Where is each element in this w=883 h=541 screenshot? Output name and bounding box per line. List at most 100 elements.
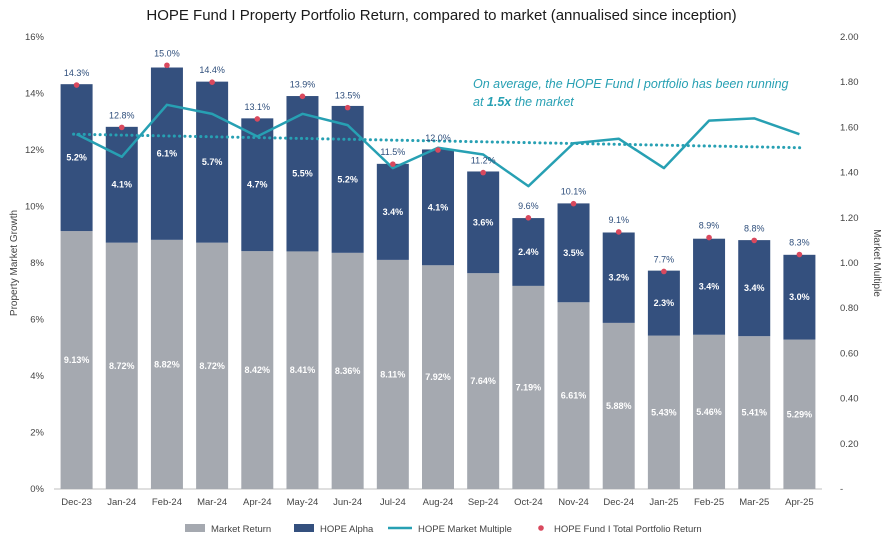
bar-hope-alpha xyxy=(241,118,274,252)
total-return-marker xyxy=(344,104,351,111)
annotation-text: at xyxy=(473,95,487,109)
annotation-line-2: at 1.5x the market xyxy=(473,95,574,109)
total-return-label: 12.0% xyxy=(425,133,451,143)
total-return-label: 8.3% xyxy=(789,238,810,248)
x-tick-label: Jul-24 xyxy=(380,497,406,508)
total-return-marker xyxy=(661,268,667,275)
legend-label: HOPE Market Multiple xyxy=(418,524,512,535)
bar-hope-alpha xyxy=(647,270,680,336)
total-return-marker xyxy=(164,62,170,69)
x-tick-label: Dec-23 xyxy=(61,497,92,508)
bar-market-return xyxy=(602,322,635,489)
y2-tick-label: 0.60 xyxy=(840,348,859,359)
total-return-label: 8.8% xyxy=(744,223,765,233)
total-return-label: 8.9% xyxy=(699,221,720,231)
x-tick-label: Feb-25 xyxy=(694,497,724,508)
total-return-label: 13.5% xyxy=(335,91,361,101)
total-return-marker xyxy=(525,215,532,221)
annotation-line-1: On average, the HOPE Fund I portfolio ha… xyxy=(473,77,789,91)
bar-hope-alpha xyxy=(602,232,635,323)
hope-alpha-label: 5.2% xyxy=(66,153,87,163)
bar-market-return xyxy=(331,252,364,489)
x-tick-label: Mar-25 xyxy=(739,497,769,508)
market-return-label: 7.64% xyxy=(470,376,496,386)
y2-tick-label: 2.00 xyxy=(840,32,859,43)
legend-swatch-hope-alpha xyxy=(294,524,314,532)
y-tick-label: 4% xyxy=(30,371,44,382)
x-tick-label: Apr-24 xyxy=(243,497,272,508)
hope-alpha-label: 3.4% xyxy=(699,282,720,292)
x-tick-label: Nov-24 xyxy=(558,497,589,508)
bar-market-return xyxy=(60,231,93,489)
bar-market-return xyxy=(557,302,590,489)
total-return-label: 10.1% xyxy=(561,187,587,197)
bar-hope-alpha xyxy=(286,96,319,252)
total-return-label: 11.5% xyxy=(380,147,405,157)
y-tick-label: 2% xyxy=(30,428,44,439)
y2-tick-label: - xyxy=(840,484,843,495)
annotation-multiple: 1.5x xyxy=(487,95,512,109)
x-tick-label: Jan-24 xyxy=(107,497,136,508)
legend-swatch-market-return xyxy=(185,524,205,532)
x-tick-label: Feb-24 xyxy=(152,497,182,508)
market-return-label: 5.41% xyxy=(741,408,767,418)
x-tick-label: Jan-25 xyxy=(649,497,678,508)
hope-alpha-label: 4.7% xyxy=(247,180,268,190)
hope-alpha-label: 3.4% xyxy=(383,207,404,217)
market-return-label: 8.82% xyxy=(154,359,180,369)
total-return-label: 9.6% xyxy=(518,201,539,211)
bar-market-return xyxy=(150,239,183,489)
hope-alpha-label: 4.1% xyxy=(428,202,449,212)
y2-tick-label: 1.40 xyxy=(840,168,859,179)
hope-alpha-label: 3.4% xyxy=(744,283,765,293)
total-return-label: 14.3% xyxy=(64,68,90,78)
hope-alpha-label: 2.3% xyxy=(654,298,675,308)
bar-market-return xyxy=(693,334,726,489)
total-return-label: 12.8% xyxy=(109,110,135,120)
legend-label: Market Return xyxy=(211,524,271,535)
chart-title: HOPE Fund I Property Portfolio Return, c… xyxy=(146,7,737,24)
y2-tick-label: 0.40 xyxy=(840,394,859,405)
x-tick-label: Sep-24 xyxy=(468,497,499,508)
bar-market-return xyxy=(196,242,229,489)
market-return-label: 5.88% xyxy=(606,401,632,411)
bar-hope-alpha xyxy=(422,149,454,266)
market-return-label: 5.29% xyxy=(787,409,813,419)
total-return-marker xyxy=(615,229,622,235)
x-tick-label: Oct-24 xyxy=(514,497,543,508)
total-return-marker xyxy=(73,82,80,88)
total-return-marker xyxy=(435,147,441,153)
market-return-label: 8.41% xyxy=(290,365,316,375)
y2-tick-label: 1.20 xyxy=(840,213,859,224)
bar-hope-alpha xyxy=(150,67,183,240)
y-tick-label: 8% xyxy=(30,258,44,269)
market-return-label: 8.36% xyxy=(335,366,361,376)
total-return-marker xyxy=(390,161,396,167)
bar-hope-alpha xyxy=(557,203,590,303)
market-return-label: 5.43% xyxy=(651,407,677,417)
hope-alpha-label: 4.1% xyxy=(112,180,133,190)
y2-tick-label: 1.60 xyxy=(840,122,859,133)
total-return-label: 11.2% xyxy=(471,156,496,166)
total-return-label: 9.1% xyxy=(608,215,629,225)
legend-swatch-total-return xyxy=(538,525,544,531)
bar-hope-alpha xyxy=(196,81,229,243)
bar-hope-alpha xyxy=(693,238,726,335)
market-return-label: 5.46% xyxy=(696,407,722,417)
bar-market-return xyxy=(376,259,409,489)
bar-market-return xyxy=(512,285,545,489)
hope-alpha-label: 5.5% xyxy=(292,169,313,179)
total-return-label: 13.1% xyxy=(245,102,271,112)
market-return-label: 8.72% xyxy=(199,361,225,371)
bar-hope-alpha xyxy=(783,254,816,340)
total-return-label: 13.9% xyxy=(290,79,316,89)
hope-alpha-label: 5.2% xyxy=(337,174,358,184)
y-tick-label: 6% xyxy=(30,315,44,326)
market-return-label: 8.72% xyxy=(109,361,135,371)
multiple-trendline xyxy=(72,132,804,150)
total-return-marker xyxy=(209,79,215,85)
bar-market-return xyxy=(241,251,274,489)
bar-market-return xyxy=(738,336,771,489)
total-return-label: 7.7% xyxy=(654,254,675,264)
